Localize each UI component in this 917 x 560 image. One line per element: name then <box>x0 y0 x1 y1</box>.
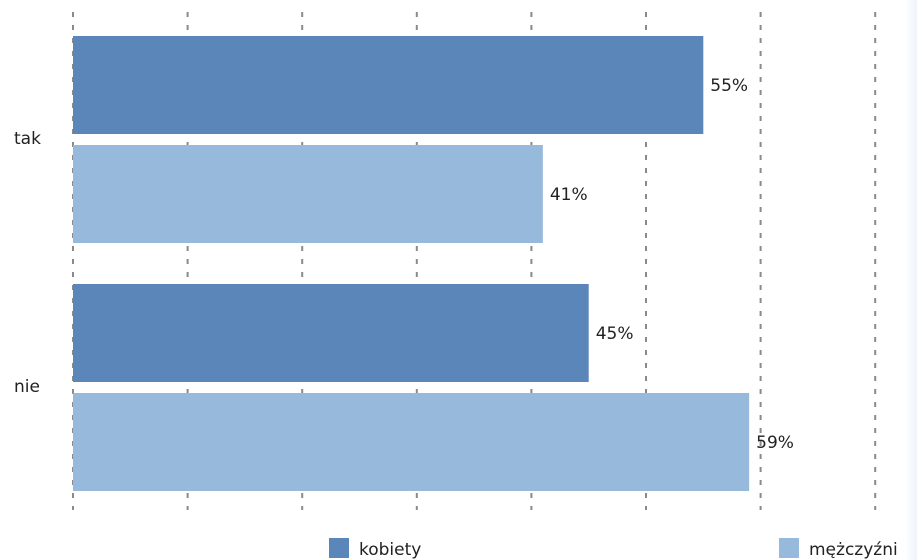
data-label-nie-series-0: 45% <box>596 324 634 344</box>
category-label-nie: nie <box>14 377 40 397</box>
bar-nie-series-1 <box>73 393 750 491</box>
legend-swatch-series-1 <box>779 538 799 558</box>
legend-label-series-1: mężczyźni <box>809 540 898 560</box>
data-label-tak-series-0: 55% <box>710 76 748 96</box>
page-edge-shade <box>905 0 917 560</box>
legend-swatch-series-0 <box>329 538 349 558</box>
legend-label-series-0: kobiety <box>359 540 421 560</box>
bar-tak-series-1 <box>73 145 543 243</box>
data-label-tak-series-1: 41% <box>550 185 588 205</box>
category-label-tak: tak <box>14 129 41 149</box>
bar-nie-series-0 <box>73 284 589 382</box>
bar-tak-series-0 <box>73 36 704 134</box>
data-label-nie-series-1: 59% <box>756 433 794 453</box>
